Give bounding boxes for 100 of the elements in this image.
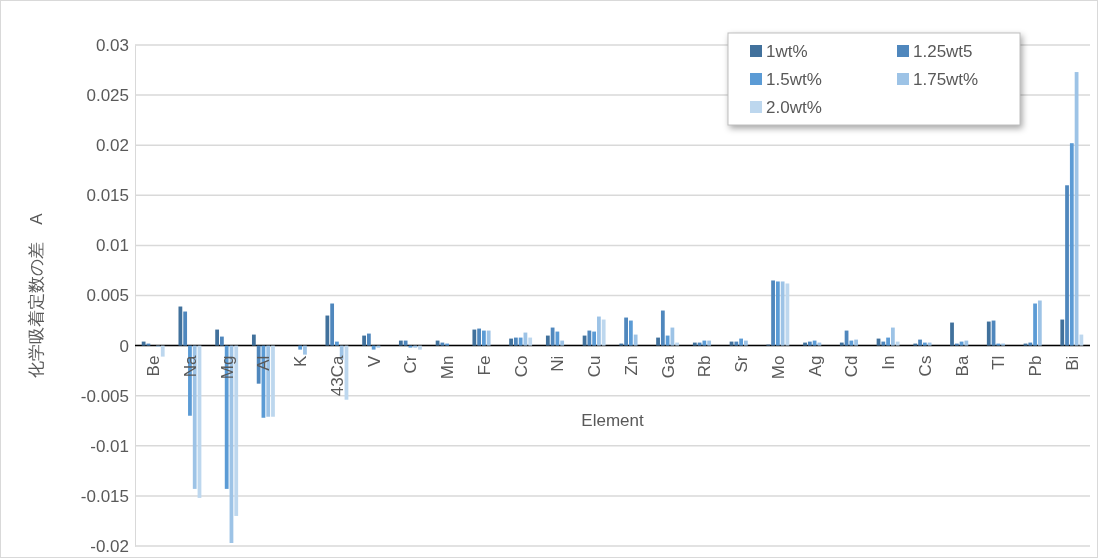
bar bbox=[803, 342, 807, 346]
legend-label: 1wt% bbox=[766, 41, 808, 61]
y-tick-label: -0.01 bbox=[90, 436, 129, 456]
bar bbox=[418, 345, 422, 350]
bar bbox=[964, 340, 969, 346]
bar bbox=[780, 281, 785, 346]
y-tick-label: 0.03 bbox=[95, 35, 129, 55]
x-tick-label: Mg bbox=[217, 355, 237, 380]
bar bbox=[918, 339, 922, 346]
y-tick-label: 0.02 bbox=[95, 136, 129, 156]
legend-label: 1.25wt5 bbox=[913, 41, 973, 61]
bar bbox=[881, 341, 886, 346]
bar bbox=[366, 333, 371, 346]
bar bbox=[702, 340, 707, 346]
x-tick-label: Pb bbox=[1026, 355, 1046, 377]
bar bbox=[771, 280, 775, 346]
bar bbox=[251, 334, 256, 346]
bar bbox=[560, 340, 565, 346]
bar bbox=[518, 337, 523, 346]
bar bbox=[886, 337, 890, 346]
x-tick-label: In bbox=[879, 355, 899, 370]
x-tick-label: Cu bbox=[585, 355, 605, 378]
bar bbox=[482, 330, 486, 346]
y-tick-label: 0 bbox=[119, 336, 129, 356]
bar bbox=[1028, 342, 1033, 346]
bar bbox=[734, 341, 739, 346]
bar bbox=[854, 339, 859, 346]
bar bbox=[362, 335, 366, 346]
bar bbox=[555, 331, 560, 346]
bar bbox=[528, 337, 533, 346]
bar bbox=[895, 341, 900, 346]
bar bbox=[335, 341, 339, 346]
bar bbox=[660, 310, 665, 346]
x-tick-label: Ni bbox=[548, 355, 568, 372]
bar bbox=[472, 329, 477, 346]
x-tick-label: Mn bbox=[438, 355, 458, 380]
bar bbox=[1037, 300, 1042, 346]
y-tick-label: -0.02 bbox=[90, 536, 129, 556]
bar bbox=[601, 319, 606, 346]
bar bbox=[739, 338, 743, 346]
bar bbox=[628, 320, 633, 346]
bar bbox=[707, 340, 712, 346]
bar bbox=[587, 330, 592, 346]
legend-label: 1.5wt% bbox=[766, 69, 822, 89]
bar bbox=[665, 335, 670, 346]
bar bbox=[986, 321, 991, 346]
x-tick-label: Al bbox=[254, 355, 274, 371]
bar bbox=[271, 345, 275, 417]
x-tick-label: Co bbox=[511, 355, 531, 378]
bar bbox=[675, 342, 680, 346]
bar bbox=[817, 342, 822, 346]
bar bbox=[1060, 319, 1065, 346]
legend-label: 2.0wt% bbox=[766, 97, 822, 117]
bar bbox=[545, 335, 550, 346]
y-tick-label: 0.015 bbox=[86, 186, 129, 206]
x-tick-label: Sr bbox=[732, 355, 752, 373]
x-axis-title: Element bbox=[581, 410, 644, 430]
x-tick-label: Mo bbox=[768, 355, 788, 380]
x-tick-label: Cr bbox=[401, 355, 421, 374]
x-tick-label: Zn bbox=[621, 355, 641, 376]
x-tick-label: Be bbox=[144, 355, 164, 377]
bar bbox=[178, 306, 183, 346]
bar bbox=[744, 340, 748, 346]
legend-label: 1.75wt% bbox=[913, 69, 979, 89]
bar bbox=[950, 322, 954, 346]
y-tick-label: 0.025 bbox=[86, 86, 129, 106]
bar bbox=[954, 343, 959, 346]
x-tick-label: Ag bbox=[805, 355, 825, 377]
bar bbox=[141, 341, 146, 346]
bar bbox=[633, 334, 638, 346]
x-tick-label: Rb bbox=[695, 355, 715, 378]
bar bbox=[398, 340, 403, 346]
bar bbox=[597, 316, 601, 346]
bar bbox=[807, 341, 812, 346]
bar bbox=[1069, 143, 1074, 346]
bar bbox=[656, 337, 660, 346]
bar bbox=[619, 343, 624, 346]
bar bbox=[1001, 343, 1005, 346]
bar bbox=[325, 315, 330, 346]
bar bbox=[1079, 334, 1084, 346]
x-tick-label: Cs bbox=[915, 355, 935, 377]
x-tick-label: Fe bbox=[474, 355, 494, 376]
x-tick-label: Ba bbox=[952, 355, 972, 377]
bar bbox=[330, 303, 335, 346]
bar bbox=[486, 330, 491, 346]
bar bbox=[413, 345, 418, 348]
x-tick-label: 43Ca bbox=[327, 355, 347, 397]
bar bbox=[592, 331, 597, 346]
bar bbox=[624, 317, 628, 346]
bar bbox=[220, 336, 224, 346]
bar bbox=[234, 345, 239, 516]
bar bbox=[913, 343, 918, 346]
y-tick-label: 0.005 bbox=[86, 286, 129, 306]
bar bbox=[303, 345, 307, 355]
y-tick-label: 0.01 bbox=[95, 236, 129, 256]
bar bbox=[477, 328, 481, 346]
y-axis-title: 化学吸着定数の差 A bbox=[27, 212, 46, 378]
bar bbox=[890, 327, 895, 346]
x-tick-label: Tl bbox=[989, 355, 1009, 370]
x-tick-label: Bi bbox=[1062, 355, 1082, 371]
